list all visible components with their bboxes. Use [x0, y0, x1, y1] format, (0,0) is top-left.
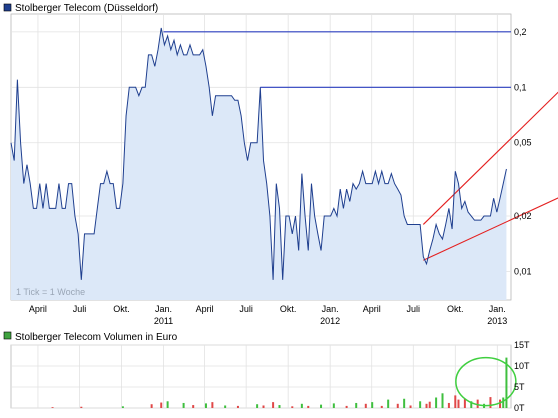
trend-line	[422, 91, 558, 225]
volume-bar	[380, 405, 383, 408]
price-x-tick-label: Jan.	[489, 304, 506, 314]
price-annotations	[163, 31, 558, 261]
price-plot: 1 Tick = 1 Woche	[10, 13, 558, 301]
price-y-tick-label: 0,02	[514, 211, 532, 221]
volume-bar	[256, 404, 259, 408]
volume-bar	[160, 402, 163, 408]
highlight-ellipse	[455, 356, 517, 407]
price-x-year-label: 2013	[487, 316, 507, 326]
volume-bar	[435, 397, 438, 408]
price-y-axis: 0,2 0,1 0,05 0,02 0,01	[514, 27, 532, 277]
volume-bar	[499, 399, 502, 408]
volume-plot	[10, 344, 517, 409]
volume-bar	[371, 402, 374, 408]
volume-bar	[236, 405, 239, 408]
volume-bar	[409, 405, 412, 408]
volume-y-tick-label: 15T	[514, 340, 530, 350]
volume-bar	[476, 399, 479, 408]
volume-bar	[307, 405, 310, 408]
volume-bar	[166, 401, 169, 408]
volume-bar	[454, 395, 457, 408]
volume-bar	[291, 406, 294, 408]
volume-bar	[204, 403, 207, 408]
volume-bar	[80, 406, 83, 408]
volume-bar	[278, 405, 281, 408]
volume-y-tick-label: 5T	[514, 382, 525, 392]
price-legend-swatch	[3, 3, 12, 12]
volume-bar	[262, 405, 265, 408]
volume-bar	[489, 397, 492, 408]
volume-bar	[419, 401, 422, 408]
price-y-tick-label: 0,01	[514, 266, 532, 276]
price-y-tick-label: 0,1	[514, 82, 527, 92]
volume-bars	[51, 357, 508, 408]
price-x-year-label: 2012	[320, 316, 340, 326]
price-area-fill	[11, 27, 507, 300]
price-x-tick-label: Okt.	[113, 304, 130, 314]
volume-y-tick-label: 0T	[514, 403, 525, 413]
volume-bar	[387, 399, 390, 408]
volume-bar	[505, 357, 508, 408]
volume-bar	[121, 406, 124, 408]
volume-legend-label: Stolberger Telecom Volumen in Euro	[15, 332, 178, 343]
price-x-axis: April Juli Okt. Jan. 2011 April Juli Okt. Jan. 20…	[29, 304, 507, 326]
volume-bar	[150, 404, 153, 408]
volume-bar	[428, 401, 431, 408]
volume-gridlines	[11, 344, 511, 409]
tick-interval-note: 1 Tick = 1 Woche	[16, 287, 85, 297]
price-y-tick-label: 0,2	[514, 27, 527, 37]
volume-bar	[470, 401, 473, 408]
volume-y-tick-label: 10T	[514, 361, 530, 371]
price-legend-label: Stolberger Telecom (Düsseldorf)	[15, 3, 158, 14]
price-x-tick-label: Jan.	[322, 304, 339, 314]
price-x-tick-label: Jan.	[155, 304, 172, 314]
volume-bar	[272, 402, 275, 408]
volume-bar	[463, 398, 466, 408]
price-x-tick-label: Okt.	[280, 304, 297, 314]
price-series-line	[10, 27, 507, 280]
volume-bar	[441, 393, 444, 408]
volume-plot-frame	[10, 344, 512, 409]
volume-bar	[320, 404, 323, 408]
volume-bar	[355, 402, 358, 408]
volume-bar	[182, 402, 185, 408]
volume-bar	[403, 398, 406, 408]
volume-bar	[300, 403, 303, 408]
price-x-tick-label: April	[196, 304, 214, 314]
volume-bar	[447, 402, 450, 408]
price-x-tick-label: April	[363, 304, 381, 314]
price-x-tick-label: April	[29, 304, 47, 314]
volume-legend-swatch	[3, 331, 12, 340]
volume-annotations	[455, 356, 517, 407]
volume-bar	[224, 405, 227, 408]
price-x-tick-label: Juli	[407, 304, 421, 314]
price-x-tick-label: Juli	[239, 304, 253, 314]
volume-bar	[332, 403, 335, 408]
price-x-tick-label: Okt.	[447, 304, 464, 314]
price-x-tick-label: Juli	[73, 304, 87, 314]
volume-bar	[364, 403, 367, 408]
volume-bar	[345, 405, 348, 408]
price-x-year-label: 2011	[154, 316, 173, 326]
volume-y-axis: 15T 10T 5T 0T	[514, 340, 530, 413]
volume-bar	[457, 399, 460, 408]
volume-bar	[396, 403, 399, 408]
volume-bar	[425, 403, 428, 408]
volume-bar	[192, 405, 195, 408]
price-y-tick-label: 0,05	[514, 138, 532, 148]
volume-bar	[51, 407, 54, 408]
volume-bar	[211, 402, 214, 408]
volume-bar	[502, 397, 505, 408]
trend-line	[423, 197, 558, 261]
